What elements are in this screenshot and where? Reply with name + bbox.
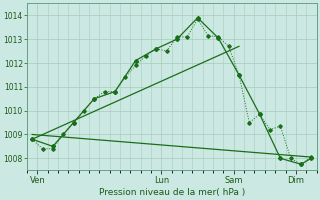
X-axis label: Pression niveau de la mer( hPa ): Pression niveau de la mer( hPa ) xyxy=(99,188,245,197)
